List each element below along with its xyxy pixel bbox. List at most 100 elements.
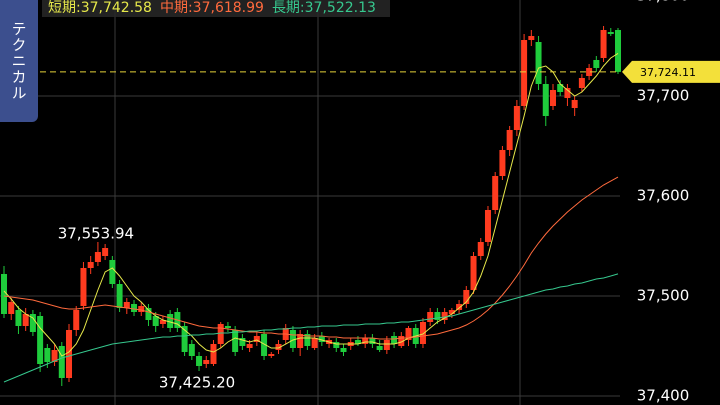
moving-average-line	[3, 52, 619, 357]
candle-body	[369, 338, 376, 344]
candle-body	[542, 84, 549, 116]
legend-entry: 長期:37,522.13	[271, 0, 376, 16]
legend-entry: 中期:37,618.99	[159, 0, 264, 16]
candle-body	[116, 284, 123, 308]
candle-body	[571, 100, 578, 108]
candle-body	[58, 346, 65, 378]
technical-tab[interactable]: テクニカル	[0, 0, 38, 122]
candle-body	[297, 334, 304, 348]
candle-body	[210, 344, 217, 364]
candle-body	[506, 130, 513, 150]
candle-body	[138, 306, 145, 312]
candle-body	[477, 242, 484, 256]
candle-body	[87, 262, 94, 268]
candle-body	[22, 314, 29, 326]
candle-body	[188, 344, 195, 356]
candle-body	[456, 304, 463, 310]
candle-body	[578, 78, 585, 88]
candle-body	[434, 312, 441, 320]
candle-body	[340, 348, 347, 352]
candle-body	[383, 340, 390, 350]
candle-body	[181, 326, 188, 352]
current-price-tag	[622, 60, 720, 83]
y-tick-label: 37,600	[637, 187, 690, 205]
candle-body	[607, 32, 614, 34]
candle-body	[528, 36, 535, 40]
price-annotation: 37,425.20	[159, 373, 235, 391]
candle-body	[586, 68, 593, 76]
candle-body	[419, 322, 426, 344]
candle-body	[564, 88, 571, 98]
candle-body	[217, 324, 224, 344]
moving-average-line	[3, 273, 619, 383]
candle-body	[268, 354, 275, 356]
candle-body	[167, 314, 174, 328]
price-annotation: 37,553.94	[58, 225, 134, 243]
candle-body	[311, 338, 318, 348]
candle-body	[51, 350, 58, 362]
candle-body	[427, 312, 434, 322]
candle-body	[318, 336, 325, 342]
legend-entry: 短期:37,742.58	[48, 0, 152, 16]
candle-body	[376, 346, 383, 350]
candle-body	[441, 312, 448, 320]
candle-body	[484, 210, 491, 242]
candle-body	[354, 340, 361, 344]
candle-body	[73, 310, 80, 330]
candle-body	[29, 314, 36, 332]
candle-body	[513, 106, 520, 130]
candle-body	[593, 60, 600, 68]
candle-body	[275, 344, 282, 350]
candle-body	[224, 326, 231, 328]
candle-body	[549, 90, 556, 106]
candle-body	[615, 30, 621, 72]
candle-body	[152, 316, 159, 326]
candle-body	[470, 256, 477, 290]
candle-body	[391, 336, 398, 344]
candle-body	[557, 84, 564, 92]
candle-body	[463, 290, 470, 304]
current-price-label: 37,724.11	[640, 66, 696, 79]
candle-body	[203, 360, 210, 364]
candle-body	[499, 150, 506, 176]
candle-body	[66, 330, 73, 378]
candle-body	[196, 356, 203, 366]
candle-body	[145, 308, 152, 320]
candle-body	[535, 42, 542, 84]
candle-body	[102, 248, 109, 256]
candle-body	[15, 310, 22, 326]
candle-body	[80, 268, 87, 306]
candle-body	[405, 328, 412, 340]
legend: 短期:37,742.58 中期:37,618.99 長期:37,522.13	[42, 0, 390, 17]
candle-body	[8, 302, 15, 314]
candle-body	[304, 334, 311, 346]
y-tick-label: 37,800	[637, 0, 690, 5]
plot-area	[1, 26, 621, 386]
candle-body	[261, 334, 268, 356]
candle-body	[398, 336, 405, 346]
candle-body	[362, 338, 369, 344]
candle-body	[44, 348, 51, 362]
candle-body	[232, 330, 239, 352]
candle-body	[94, 252, 101, 262]
candle-body	[159, 320, 166, 324]
candle-body	[289, 330, 296, 348]
y-tick-label: 37,500	[637, 287, 690, 305]
candle-body	[253, 336, 260, 342]
candle-body	[123, 302, 130, 308]
candle-body	[1, 274, 7, 314]
moving-average-line	[3, 176, 619, 340]
candle-body	[109, 260, 116, 284]
candle-body	[333, 342, 340, 348]
candle-body	[131, 304, 138, 312]
candle-body	[521, 40, 528, 106]
candle-body	[239, 338, 246, 346]
candle-body	[492, 176, 499, 210]
candle-body	[600, 30, 607, 58]
candle-body	[246, 344, 253, 348]
candle-body	[448, 310, 455, 314]
candle-body	[37, 316, 44, 364]
y-tick-label: 37,700	[637, 87, 690, 105]
